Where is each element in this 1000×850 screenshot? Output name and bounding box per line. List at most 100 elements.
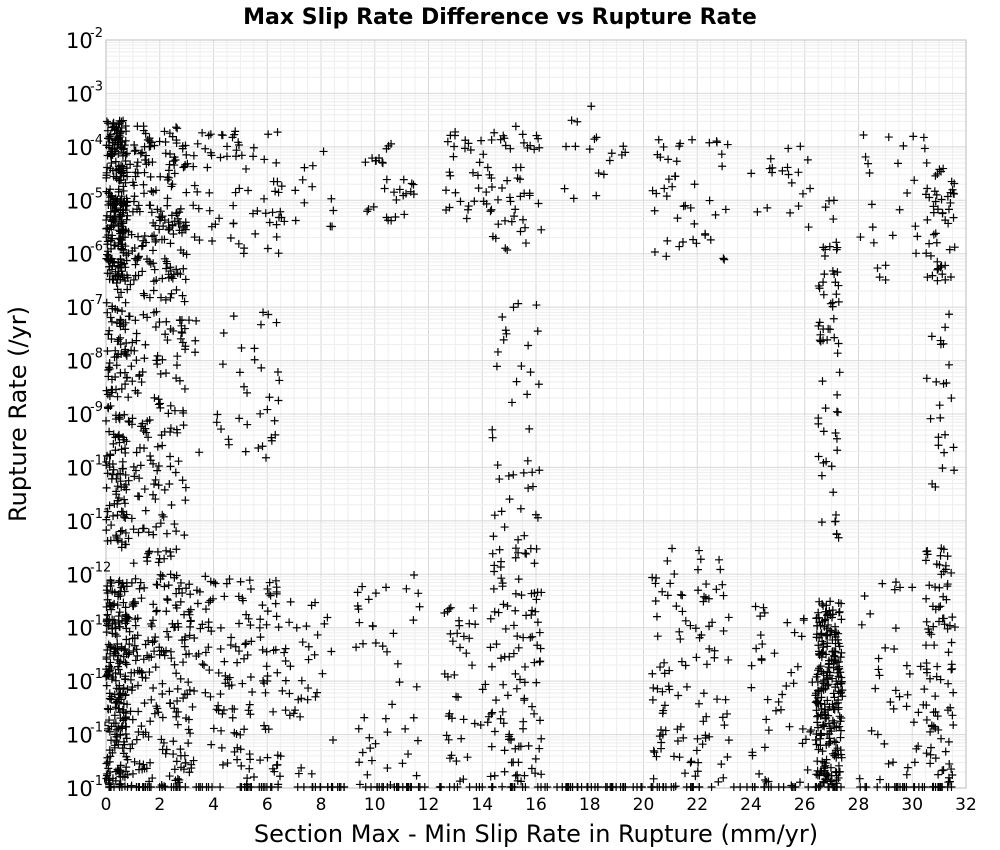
data-point (717, 760, 726, 769)
data-point (514, 575, 523, 584)
data-point (692, 653, 701, 662)
data-point (867, 200, 876, 209)
data-point (516, 163, 525, 172)
data-point (103, 671, 112, 680)
data-point (247, 637, 256, 646)
x-tick-label: 20 (633, 795, 655, 815)
data-point (698, 740, 707, 749)
data-point (760, 608, 769, 617)
data-point (121, 444, 130, 453)
data-point (127, 578, 136, 587)
data-point (505, 495, 514, 504)
data-point (143, 651, 152, 660)
data-point (926, 251, 935, 260)
data-point (772, 706, 781, 715)
data-point (824, 783, 833, 791)
data-point (466, 146, 475, 155)
data-point (154, 481, 163, 490)
data-point (258, 601, 267, 610)
data-point (215, 214, 224, 223)
data-point (176, 674, 185, 683)
data-point (835, 712, 844, 721)
data-point (265, 589, 274, 598)
data-point (133, 256, 142, 265)
data-point (371, 739, 380, 748)
data-point (146, 456, 155, 465)
data-point (514, 299, 523, 308)
data-point (926, 743, 935, 752)
data-point (833, 349, 842, 358)
data-point (162, 546, 171, 555)
data-point (896, 583, 905, 592)
data-point (121, 150, 130, 159)
y-tick-label: 10-12 (66, 560, 111, 587)
data-point (633, 783, 642, 791)
data-point (756, 631, 765, 640)
data-point (516, 227, 525, 236)
data-point (162, 317, 171, 326)
data-point (146, 451, 155, 460)
data-point (468, 168, 477, 177)
y-tick-base: 10 (66, 724, 93, 748)
data-point (123, 273, 132, 282)
data-point (124, 650, 133, 659)
data-point (154, 558, 163, 567)
data-point (147, 695, 156, 704)
data-point (158, 690, 167, 699)
y-tick-exponent: -14 (90, 667, 111, 682)
data-point (664, 682, 673, 691)
data-point (113, 662, 122, 671)
data-point (179, 658, 188, 667)
data-point (132, 336, 141, 345)
data-point (132, 162, 141, 171)
data-point (477, 136, 486, 145)
data-point (125, 640, 134, 649)
data-point (815, 318, 824, 327)
data-point (822, 624, 831, 633)
data-point (936, 602, 945, 611)
data-point (219, 328, 228, 337)
data-point (173, 720, 182, 729)
data-point (260, 194, 269, 203)
data-point (256, 320, 265, 329)
data-point (291, 186, 300, 195)
data-point (884, 759, 893, 768)
data-point (163, 194, 172, 203)
data-point (822, 631, 831, 640)
data-point (442, 186, 451, 195)
data-point (945, 310, 954, 319)
data-point (700, 592, 709, 601)
data-point (831, 428, 840, 437)
data-point (102, 653, 111, 662)
data-point (107, 521, 116, 530)
data-point (140, 354, 149, 363)
data-point (923, 550, 932, 559)
data-point (218, 131, 227, 140)
data-point (263, 607, 272, 616)
data-point (821, 615, 830, 624)
y-tick-exponent: -5 (90, 186, 103, 201)
data-point (117, 123, 126, 132)
data-point (179, 421, 188, 430)
data-point (271, 430, 280, 439)
data-point (493, 347, 502, 356)
data-point (164, 270, 173, 279)
data-point (446, 171, 455, 180)
data-point (232, 146, 241, 155)
data-point (185, 768, 194, 777)
data-point (227, 633, 236, 642)
data-point (241, 447, 250, 456)
data-point (121, 470, 130, 479)
data-point (832, 783, 841, 791)
data-point (263, 584, 272, 593)
data-point (519, 138, 528, 147)
data-point (536, 644, 545, 653)
data-point (216, 623, 225, 632)
y-tick-base: 10 (66, 563, 93, 587)
data-point (281, 706, 290, 715)
data-point (180, 642, 189, 651)
data-point (533, 588, 542, 597)
data-point (126, 160, 135, 169)
data-point (456, 197, 465, 206)
data-point (443, 672, 452, 681)
